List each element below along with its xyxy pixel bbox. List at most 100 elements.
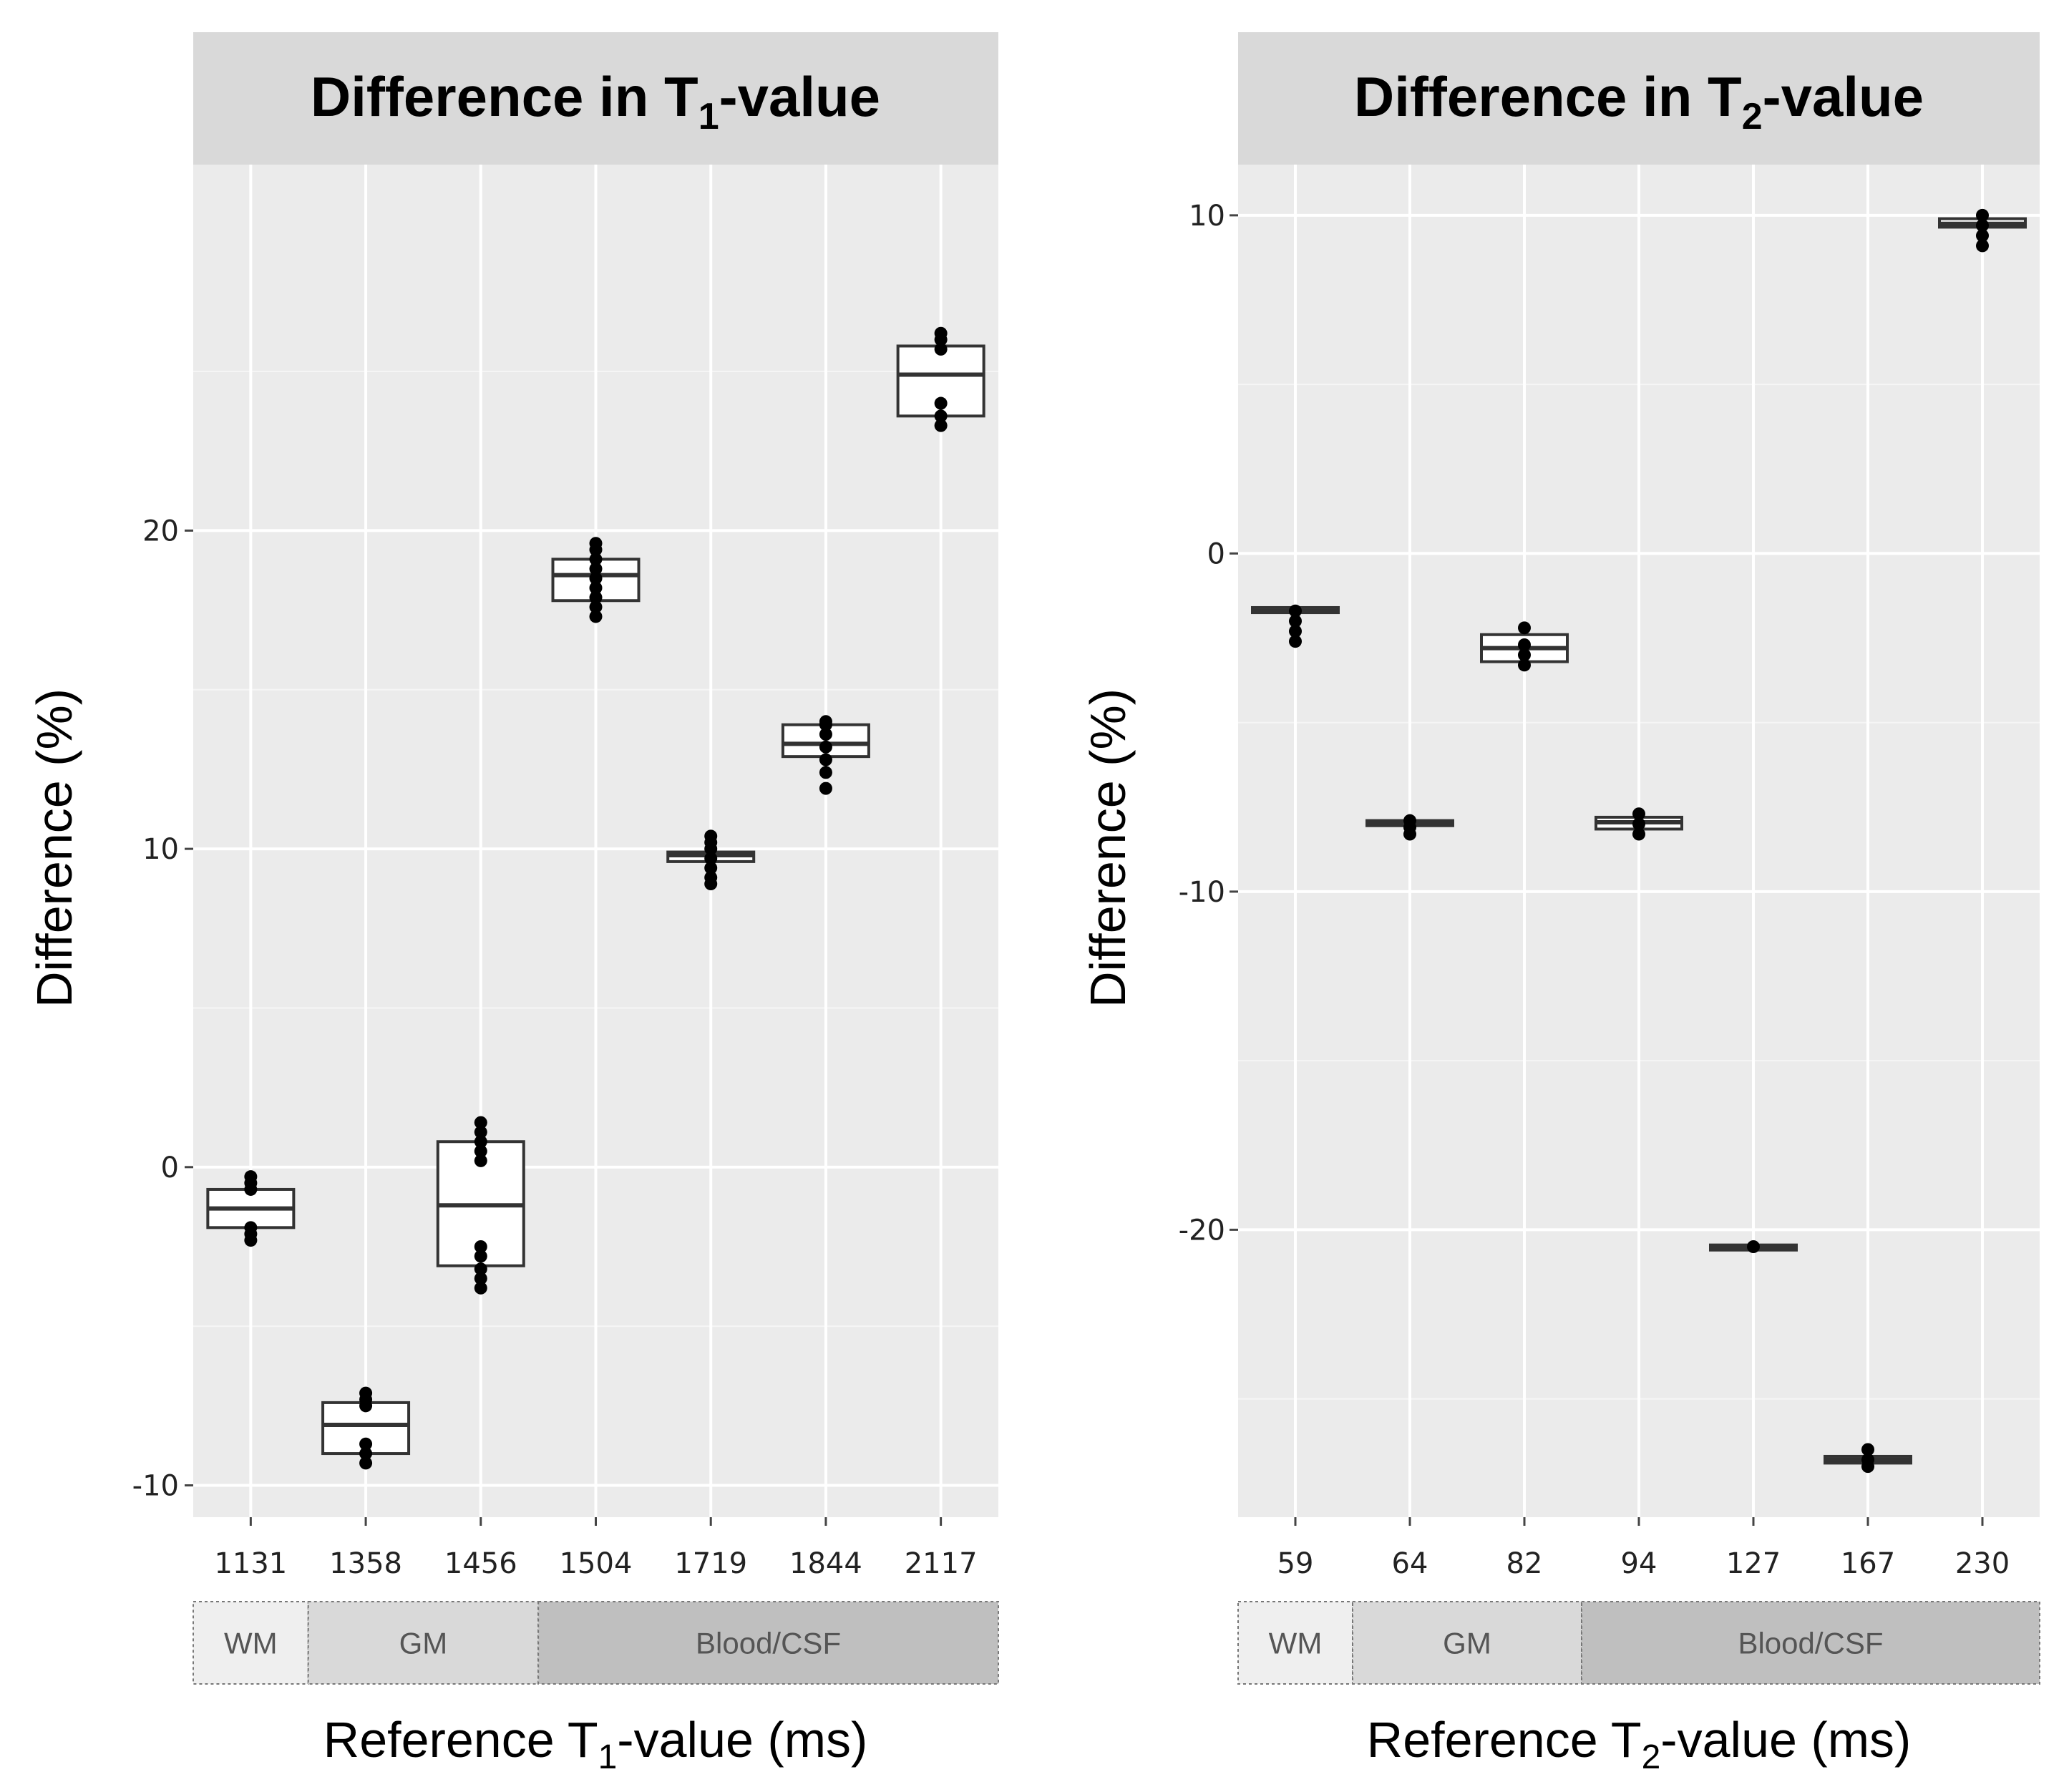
t2-boxplots [1251, 208, 2027, 1474]
data-point [359, 1447, 373, 1461]
data-point [244, 1221, 258, 1235]
data-point [819, 766, 832, 779]
tissue-band-label: WM [1269, 1627, 1323, 1660]
data-point [1976, 229, 1989, 243]
data-point [589, 600, 603, 614]
data-point [1518, 621, 1531, 635]
data-point [589, 581, 603, 595]
x-tick-label: 2117 [905, 1547, 978, 1580]
tissue-band [1581, 1601, 2040, 1685]
data-point [474, 1154, 487, 1167]
x-tick-label: 1358 [329, 1547, 402, 1580]
x-tick-label: 1719 [674, 1547, 747, 1580]
x-tick-label: 167 [1841, 1547, 1895, 1580]
t1-title-strip [193, 32, 998, 165]
tissue-band [1352, 1601, 1582, 1685]
data-point [1289, 625, 1302, 638]
data-point [474, 1116, 487, 1129]
data-point [1403, 814, 1416, 827]
x-tick-label: 82 [1506, 1547, 1543, 1580]
tissue-band [193, 1601, 309, 1685]
data-point [704, 829, 718, 843]
data-point [1632, 827, 1645, 841]
y-tick-label: 10 [142, 833, 179, 866]
data-point [1861, 1443, 1874, 1456]
t2-y-tick-labels: -20 -10 0 10 [1179, 200, 1238, 1247]
data-point [589, 552, 603, 566]
tissue-band-label: GM [1443, 1627, 1491, 1660]
x-tick-label: 127 [1726, 1547, 1781, 1580]
data-point [704, 871, 718, 885]
data-point [819, 728, 832, 741]
data-point [474, 1144, 487, 1158]
data-point [704, 861, 718, 875]
data-point [1976, 219, 1989, 233]
t2-tissue-bands: WM GM Blood/CSF [1237, 1601, 2040, 1685]
t1-boxplots [206, 326, 985, 1470]
data-point [1632, 817, 1645, 831]
data-point [819, 715, 832, 729]
data-point [474, 1281, 487, 1295]
data-point [1289, 614, 1302, 628]
data-point [589, 572, 603, 585]
data-point [934, 342, 948, 356]
t1-y-tick-labels: -10 0 10 20 [132, 515, 193, 1503]
data-point [1289, 635, 1302, 648]
data-point [474, 1240, 487, 1253]
t1-chart-panel: Difference in T1-value -10 0 10 20 1131 1358… [26, 32, 999, 1776]
x-tick-label: 59 [1277, 1547, 1314, 1580]
tissue-band-label: GM [399, 1627, 448, 1660]
data-point [1518, 638, 1531, 651]
y-tick-label: 0 [161, 1151, 179, 1184]
y-tick-label: 0 [1207, 537, 1225, 570]
data-point [474, 1272, 487, 1285]
data-point [1976, 239, 1989, 253]
data-point [589, 562, 603, 575]
tissue-band-label: WM [224, 1627, 278, 1660]
data-point [359, 1456, 373, 1470]
t1-x-axis-title: Reference T1-value (ms) [323, 1712, 868, 1776]
y-tick-label: 10 [1189, 200, 1225, 233]
t1-y-axis-title: Difference (%) [26, 688, 82, 1008]
data-point [1518, 648, 1531, 662]
data-point [1518, 658, 1531, 672]
x-tick-label: 1131 [214, 1547, 287, 1580]
data-point [704, 852, 718, 865]
data-point [474, 1262, 487, 1276]
data-point [1976, 208, 1989, 222]
data-point [474, 1125, 487, 1139]
t1-tissue-bands: WM GM Blood/CSF [193, 1601, 999, 1685]
data-point [359, 1386, 373, 1400]
data-point [1747, 1240, 1760, 1253]
t2-title-strip [1238, 32, 2040, 165]
x-tick-label: 1504 [560, 1547, 633, 1580]
data-point [1289, 604, 1302, 618]
data-point [819, 781, 832, 795]
data-point [1632, 807, 1645, 821]
tissue-band-label: Blood/CSF [696, 1627, 841, 1660]
t1-x-tick-labels: 1131 1358 1456 1504 1719 1844 2117 [214, 1517, 978, 1580]
x-tick-label: 64 [1392, 1547, 1428, 1580]
data-point [474, 1135, 487, 1149]
t2-chart-panel: Difference in T2-value -20 -10 0 10 59 64 82 9… [1080, 32, 2040, 1776]
x-tick-label: 1456 [444, 1547, 517, 1580]
y-tick-label: -10 [132, 1470, 179, 1503]
data-point [474, 1250, 487, 1263]
data-point [934, 409, 948, 423]
t2-x-axis-title: Reference T2-value (ms) [1367, 1712, 1912, 1776]
t2-x-tick-labels: 59 64 82 94 127 167 230 [1277, 1517, 2010, 1580]
data-point [244, 1170, 258, 1184]
tissue-band-label: Blood/CSF [1738, 1627, 1883, 1660]
x-tick-label: 230 [1955, 1547, 2010, 1580]
data-point [589, 537, 603, 550]
data-point [359, 1437, 373, 1451]
tissue-band [1237, 1601, 1353, 1685]
data-point [934, 326, 948, 340]
x-tick-label: 1844 [789, 1547, 862, 1580]
data-point [1861, 1453, 1874, 1466]
data-point [934, 396, 948, 410]
data-point [934, 419, 948, 432]
x-tick-label: 94 [1621, 1547, 1657, 1580]
t2-y-axis-title: Difference (%) [1080, 688, 1136, 1008]
